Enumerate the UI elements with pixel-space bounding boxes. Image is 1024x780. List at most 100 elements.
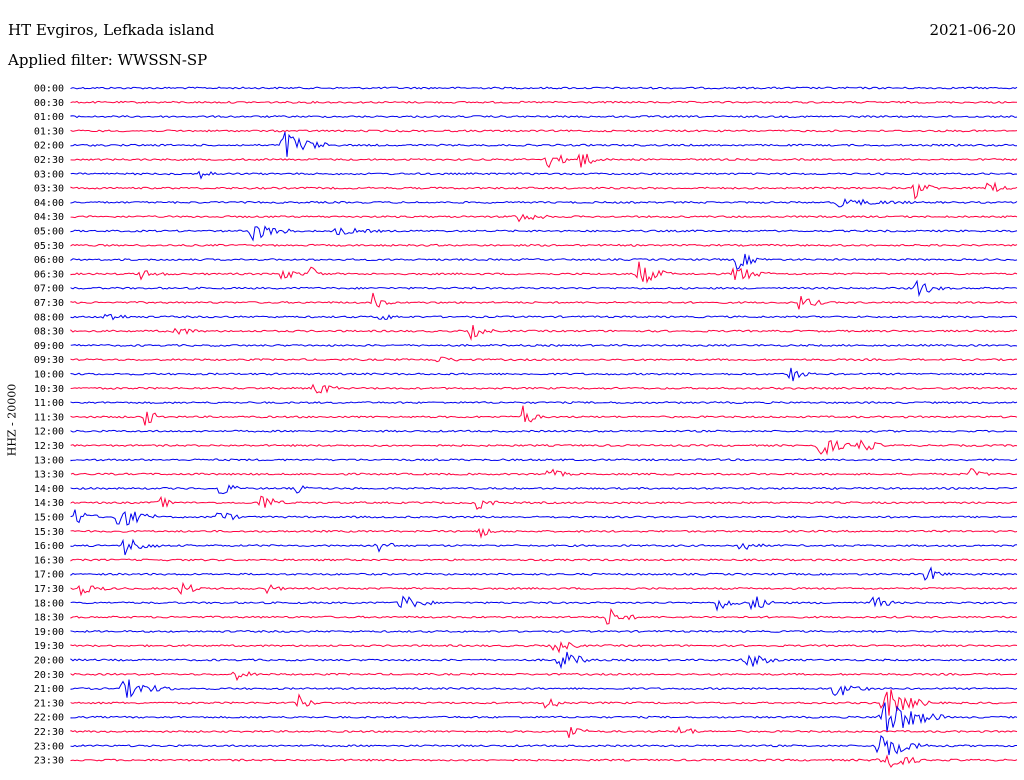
time-label-2300: 23:00 bbox=[34, 741, 64, 752]
time-label-1730: 17:30 bbox=[34, 584, 64, 595]
time-label-0300: 03:00 bbox=[34, 169, 64, 180]
time-label-1100: 11:00 bbox=[34, 398, 64, 409]
trace-row-2100 bbox=[70, 679, 1018, 698]
time-label-0430: 04:30 bbox=[34, 212, 64, 223]
trace-row-1530 bbox=[70, 527, 1018, 539]
trace-row-0700 bbox=[70, 279, 1018, 298]
time-label-1630: 16:30 bbox=[34, 555, 64, 566]
station-title: HT Evgiros, Lefkada island bbox=[8, 21, 215, 39]
time-label-1500: 15:00 bbox=[34, 513, 64, 524]
trace-row-0100 bbox=[70, 115, 1018, 119]
trace-row-1600 bbox=[70, 538, 1018, 556]
trace-row-0530 bbox=[70, 243, 1018, 247]
filter-label: Applied filter: WWSSN-SP bbox=[8, 51, 208, 69]
time-label-0930: 09:30 bbox=[34, 355, 64, 366]
time-label-0600: 06:00 bbox=[34, 255, 64, 266]
time-label-1200: 12:00 bbox=[34, 427, 64, 438]
trace-row-0830 bbox=[70, 325, 1018, 341]
trace-row-1230 bbox=[70, 439, 1018, 456]
time-label-0130: 01:30 bbox=[34, 126, 64, 137]
time-label-1830: 18:30 bbox=[34, 613, 64, 624]
time-label-0400: 04:00 bbox=[34, 198, 64, 209]
trace-row-1400 bbox=[70, 484, 1018, 495]
time-label-2000: 20:00 bbox=[34, 656, 64, 667]
time-label-0830: 08:30 bbox=[34, 327, 64, 338]
time-label-1930: 19:30 bbox=[34, 641, 64, 652]
time-label-0500: 05:00 bbox=[34, 227, 64, 238]
trace-row-1800 bbox=[70, 595, 1018, 612]
trace-row-1630 bbox=[70, 558, 1018, 562]
time-label-1600: 16:00 bbox=[34, 541, 64, 552]
record-date: 2021-06-20 bbox=[929, 21, 1016, 39]
time-label-1430: 14:30 bbox=[34, 498, 64, 509]
time-label-0900: 09:00 bbox=[34, 341, 64, 352]
time-label-1000: 10:00 bbox=[34, 370, 64, 381]
trace-row-2030 bbox=[70, 670, 1018, 682]
time-label-0230: 02:30 bbox=[34, 155, 64, 166]
trace-row-1100 bbox=[70, 401, 1018, 405]
time-label-0000: 00:00 bbox=[34, 84, 64, 95]
time-label-0200: 02:00 bbox=[34, 141, 64, 152]
time-label-0700: 07:00 bbox=[34, 284, 64, 295]
trace-row-2000 bbox=[70, 651, 1018, 670]
time-label-2100: 21:00 bbox=[34, 684, 64, 695]
trace-row-0500 bbox=[70, 225, 1018, 242]
time-label-1800: 18:00 bbox=[34, 598, 64, 609]
trace-row-0630 bbox=[70, 261, 1018, 284]
time-label-2030: 20:30 bbox=[34, 670, 64, 681]
trace-row-1730 bbox=[70, 581, 1018, 597]
trace-row-0800 bbox=[70, 313, 1018, 321]
trace-row-2130 bbox=[70, 689, 1018, 716]
trace-row-2230 bbox=[70, 725, 1018, 738]
trace-row-1430 bbox=[70, 495, 1018, 511]
time-label-1130: 11:30 bbox=[34, 412, 64, 423]
time-label-1030: 10:30 bbox=[34, 384, 64, 395]
trace-row-0600 bbox=[70, 253, 1018, 271]
time-label-0330: 03:30 bbox=[34, 184, 64, 195]
time-label-2200: 22:00 bbox=[34, 713, 64, 724]
time-label-2330: 23:30 bbox=[34, 756, 64, 767]
trace-row-0430 bbox=[70, 213, 1018, 223]
trace-row-0400 bbox=[70, 197, 1018, 208]
trace-row-0330 bbox=[70, 181, 1018, 200]
trace-row-0930 bbox=[70, 356, 1018, 363]
trace-row-1930 bbox=[70, 640, 1018, 654]
trace-row-1700 bbox=[70, 566, 1018, 581]
trace-row-0230 bbox=[70, 153, 1018, 169]
time-label-1400: 14:00 bbox=[34, 484, 64, 495]
time-label-2130: 21:30 bbox=[34, 698, 64, 709]
trace-row-1000 bbox=[70, 367, 1018, 382]
trace-row-1330 bbox=[70, 468, 1018, 478]
time-label-1700: 17:00 bbox=[34, 570, 64, 581]
time-label-1330: 13:30 bbox=[34, 470, 64, 481]
trace-row-1130 bbox=[70, 405, 1018, 426]
trace-row-1300 bbox=[70, 458, 1018, 462]
time-label-1230: 12:30 bbox=[34, 441, 64, 452]
trace-row-2330 bbox=[70, 754, 1018, 768]
trace-row-0900 bbox=[70, 343, 1018, 347]
time-label-1900: 19:00 bbox=[34, 627, 64, 638]
time-label-1300: 13:00 bbox=[34, 455, 64, 466]
trace-row-2200 bbox=[70, 702, 1018, 733]
trace-row-1830 bbox=[70, 607, 1018, 625]
trace-row-0730 bbox=[70, 292, 1018, 310]
time-label-0100: 01:00 bbox=[34, 112, 64, 123]
time-label-1530: 15:30 bbox=[34, 527, 64, 538]
time-label-0800: 08:00 bbox=[34, 312, 64, 323]
time-label-0630: 06:30 bbox=[34, 269, 64, 280]
trace-row-0200 bbox=[70, 131, 1018, 157]
trace-row-2300 bbox=[70, 735, 1017, 756]
trace-row-0130 bbox=[70, 129, 1018, 133]
trace-row-0030 bbox=[70, 100, 1018, 104]
time-label-0530: 05:30 bbox=[34, 241, 64, 252]
trace-row-1030 bbox=[70, 383, 1018, 394]
trace-row-0000 bbox=[70, 86, 1018, 90]
time-label-0730: 07:30 bbox=[34, 298, 64, 309]
trace-row-1900 bbox=[70, 629, 1018, 633]
trace-row-1200 bbox=[70, 429, 1018, 433]
trace-row-0300 bbox=[70, 170, 1018, 180]
trace-row-1500 bbox=[70, 509, 1018, 526]
time-label-0030: 00:30 bbox=[34, 98, 64, 109]
time-label-2230: 22:30 bbox=[34, 727, 64, 738]
